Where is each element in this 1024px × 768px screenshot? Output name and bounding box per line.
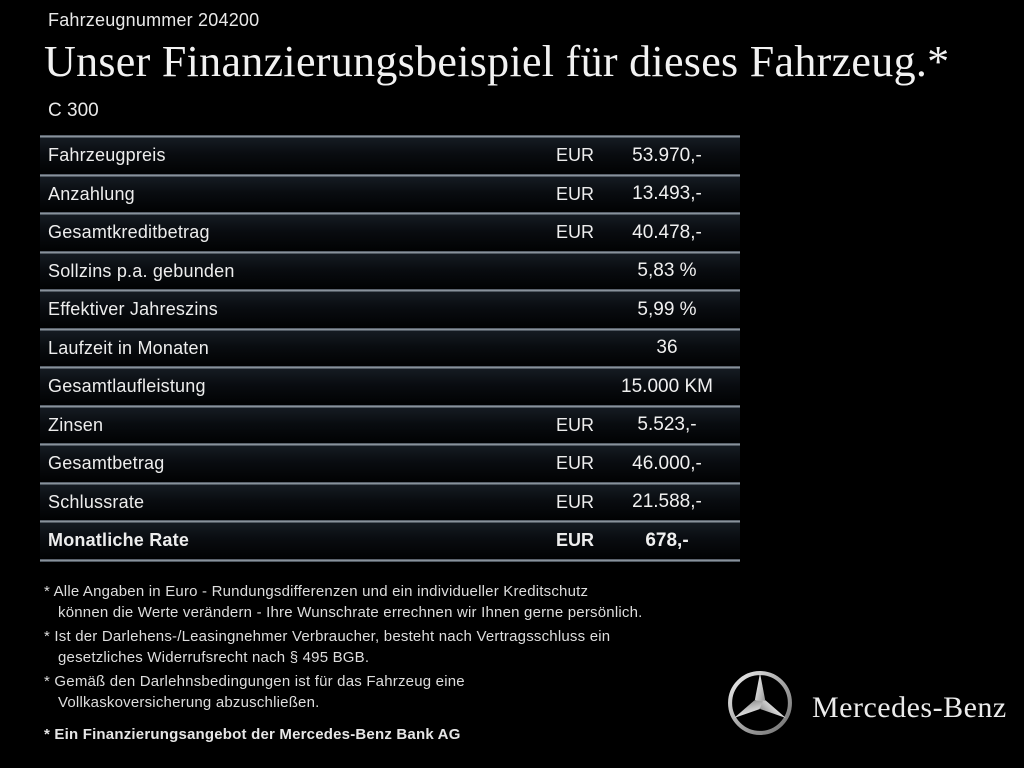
- row-value: 5.523,-: [637, 414, 697, 436]
- footnote-line: gesetzliches Widerrufsrecht nach § 495 B…: [58, 649, 370, 666]
- row-currency: EUR: [556, 414, 595, 435]
- row-label: Effektiver Jahreszins: [48, 299, 218, 320]
- row-value: 36: [656, 337, 678, 359]
- row-currency: EUR: [556, 453, 595, 474]
- footnotes: * Alle Angaben in Euro - Rundungsdiffere…: [44, 581, 744, 716]
- row-value: 5,99 %: [637, 298, 697, 320]
- row-currency: EUR: [556, 222, 595, 243]
- row-value: 678,-: [645, 529, 689, 551]
- row-separator: [40, 366, 740, 369]
- row-label: Zinsen: [48, 414, 104, 435]
- footnote-line: Vollkaskoversicherung abzuschließen.: [58, 694, 320, 711]
- table-row: Zinsen EUR 5.523,-: [40, 407, 740, 443]
- row-value: 13.493,-: [632, 183, 702, 205]
- footnote-line: * Gemäß den Darlehnsbedingungen ist für …: [44, 673, 465, 690]
- footnote-line: können die Werte verändern - Ihre Wunsch…: [58, 604, 643, 621]
- row-label: Fahrzeugpreis: [48, 145, 166, 166]
- footnote: * Ist der Darlehens-/Leasingnehmer Verbr…: [44, 626, 744, 668]
- row-currency: EUR: [556, 530, 595, 551]
- row-currency: EUR: [556, 491, 595, 512]
- row-label: Gesamtkreditbetrag: [48, 222, 210, 243]
- row-label: Laufzeit in Monaten: [48, 337, 209, 358]
- brand-wordmark: Mercedes-Benz: [812, 691, 1007, 724]
- row-separator: [40, 404, 740, 408]
- row-separator: [40, 443, 740, 446]
- row-separator: [40, 520, 740, 523]
- row-value: 21.588,-: [632, 491, 702, 513]
- row-separator: [40, 558, 740, 562]
- row-separator: [40, 135, 740, 138]
- row-value: 46.000,-: [632, 452, 702, 474]
- vehicle-number: Fahrzeugnummer 204200: [48, 10, 260, 30]
- table-row: Gesamtlaufleistung 15.000 KM: [40, 369, 740, 405]
- row-separator: [40, 289, 740, 292]
- row-label: Anzahlung: [48, 183, 135, 204]
- table-row: Monatliche Rate EUR 678,-: [40, 523, 740, 559]
- row-separator: [40, 481, 740, 485]
- row-label: Monatliche Rate: [48, 530, 190, 551]
- row-separator: [40, 327, 740, 331]
- row-currency: EUR: [556, 145, 595, 166]
- row-label: Gesamtlaufleistung: [48, 376, 206, 397]
- footnote-line: * Alle Angaben in Euro - Rundungsdiffere…: [44, 583, 589, 600]
- table-row: Anzahlung EUR 13.493,-: [40, 176, 740, 212]
- table-row: Effektiver Jahreszins 5,99 %: [40, 292, 740, 328]
- row-currency: EUR: [556, 183, 595, 204]
- financing-bank-note: * Ein Finanzierungsangebot der Mercedes-…: [44, 726, 461, 743]
- table-row: Fahrzeugpreis EUR 53.970,-: [40, 138, 740, 174]
- page-title: Unser Finanzierungsbeispiel für dieses F…: [44, 37, 950, 86]
- table-row: Schlussrate EUR 21.588,-: [40, 484, 740, 520]
- table-row: Gesamtkreditbetrag EUR 40.478,-: [40, 215, 740, 251]
- footnote: * Alle Angaben in Euro - Rundungsdiffere…: [44, 581, 744, 623]
- table-row: Laufzeit in Monaten 36: [40, 330, 740, 366]
- row-label: Gesamtbetrag: [48, 453, 165, 474]
- footnote-line: * Ist der Darlehens-/Leasingnehmer Verbr…: [44, 628, 611, 645]
- finance-table: Fahrzeugpreis EUR 53.970,- Anzahlung EUR 13.4…: [40, 135, 740, 562]
- row-separator: [40, 250, 740, 254]
- row-value: 15.000 KM: [621, 375, 713, 397]
- footnote: * Gemäß den Darlehnsbedingungen ist für …: [44, 671, 744, 713]
- vehicle-model: C 300: [48, 100, 99, 121]
- table-row: Gesamtbetrag EUR 46.000,-: [40, 446, 740, 482]
- row-value: 40.478,-: [632, 221, 702, 243]
- table-row: Sollzins p.a. gebunden 5,83 %: [40, 253, 740, 289]
- row-label: Schlussrate: [48, 491, 145, 512]
- row-value: 5,83 %: [637, 260, 697, 282]
- row-label: Sollzins p.a. gebunden: [48, 260, 235, 281]
- row-value: 53.970,-: [632, 144, 702, 166]
- row-separator: [40, 212, 740, 215]
- row-separator: [40, 173, 740, 177]
- mercedes-star-icon: [728, 671, 792, 735]
